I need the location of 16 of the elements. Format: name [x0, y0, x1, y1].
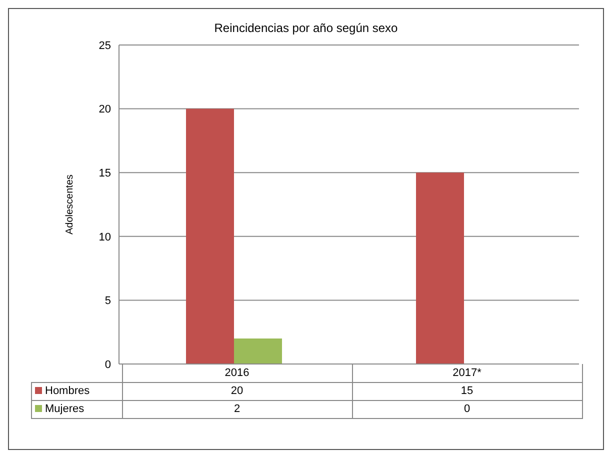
y-tick-label: 15 [98, 168, 111, 180]
legend-label: Hombres [32, 382, 122, 400]
y-tick-label: 10 [98, 231, 111, 244]
y-axis-title: Adolescentes [64, 174, 76, 235]
y-tick-label: 0 [104, 358, 111, 371]
data-label: 15 [352, 382, 582, 400]
legend-label: Mujeres [32, 400, 122, 418]
data-label: 0 [352, 400, 582, 418]
chart-title: Reincidencias por año según sexo [213, 21, 399, 35]
y-tick-label: 25 [98, 40, 111, 52]
data-label: 20 [122, 382, 352, 400]
y-tick-label: 20 [98, 104, 111, 116]
data-label: 2 [122, 400, 352, 418]
y-tick-label: 5 [104, 295, 111, 308]
x-tick-label: 2016 [122, 364, 352, 382]
x-tick-label: 2017* [352, 364, 582, 382]
